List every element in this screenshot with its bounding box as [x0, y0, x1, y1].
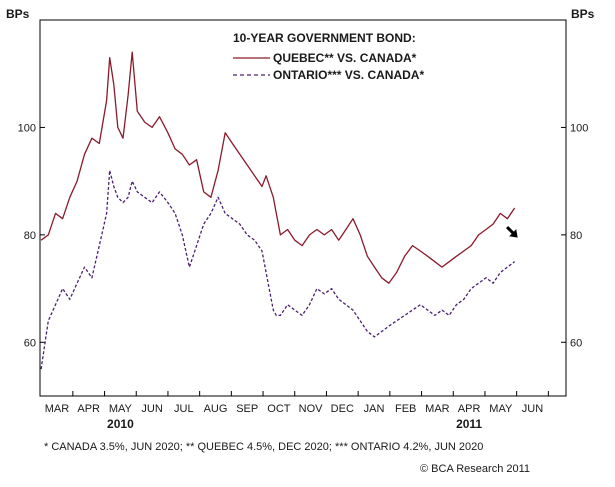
series-lines [40, 51, 516, 370]
x-tick-label: MAR [45, 403, 70, 415]
x-tick-label: NOV [299, 403, 324, 415]
x-tick-label: OCT [267, 403, 291, 415]
x-tick-label: DEC [331, 403, 354, 415]
y-tick-label-right: 60 [570, 337, 582, 349]
x-tick-label: JUN [141, 403, 162, 415]
x-tick-label: JUL [174, 403, 194, 415]
x-tick-label: APR [458, 403, 481, 415]
y-tick-label-left: 80 [24, 230, 36, 242]
down-right-arrow-icon [505, 225, 518, 238]
series-line-quebec [40, 51, 516, 284]
x-tick-label: AUG [204, 403, 228, 415]
x-tick-label: MAY [489, 403, 513, 415]
y-tick-label-left: 100 [18, 122, 36, 134]
x-tick-label: JUN [522, 403, 543, 415]
year-label-2010: 2010 [107, 417, 134, 431]
y-tick-label-left: 60 [24, 337, 36, 349]
footnote: * CANADA 3.5%, JUN 2020; ** QUEBEC 4.5%,… [44, 441, 483, 453]
legend-ontario-label: ONTARIO*** VS. CANADA* [273, 68, 424, 82]
y-ticks: 60 60 80 80 100 100 [18, 122, 589, 349]
plot-frame [39, 19, 567, 397]
x-ticks: MAR APR MAY JUN JUL AUG SEP OCT NOV DEC JAN FEB MAR A… [45, 391, 549, 415]
ylabel-left: BPs [6, 7, 30, 21]
x-tick-label: APR [77, 403, 100, 415]
series-line-ontario [40, 169, 515, 370]
x-tick-label: SEP [236, 403, 258, 415]
ylabel-right: BPs [571, 7, 595, 21]
chart-title: 10-YEAR GOVERNMENT BOND: [233, 31, 416, 45]
y-tick-label-right: 100 [570, 122, 588, 134]
x-tick-label: MAY [109, 403, 133, 415]
x-tick-label: FEB [395, 403, 416, 415]
legend-quebec-label: QUEBEC** VS. CANADA* [273, 51, 417, 65]
credit: © BCA Research 2011 [420, 463, 530, 475]
x-tick-label: MAR [425, 403, 450, 415]
year-label-2011: 2011 [456, 417, 482, 431]
x-tick-label: JAN [364, 403, 385, 415]
y-tick-label-right: 80 [570, 230, 582, 242]
